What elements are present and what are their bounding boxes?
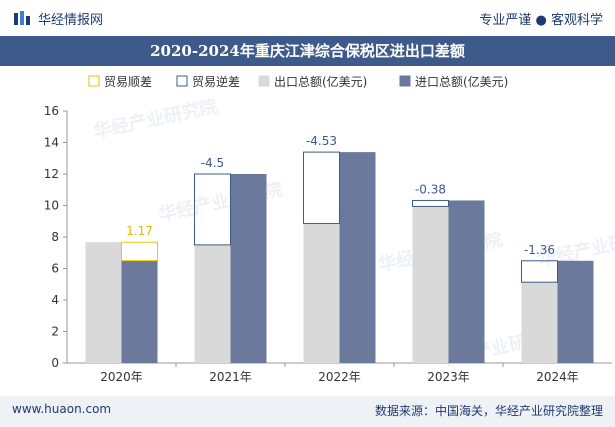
y-tick-label: 4 [51, 293, 59, 307]
legend-label: 出口总额(亿美元) [274, 74, 367, 89]
chart-title: 2020-2024年重庆江津综合保税区进出口差额 [150, 42, 465, 60]
y-tick-label: 14 [44, 136, 59, 150]
import-bar [339, 152, 376, 363]
legend-swatch [176, 75, 188, 87]
y-tick-label: 0 [51, 356, 59, 370]
import-bar [448, 200, 485, 363]
legend-swatch [258, 75, 270, 87]
trade-deficit-box [412, 199, 449, 207]
footer-bar [0, 396, 615, 427]
legend-swatch [88, 75, 100, 87]
trade-deficit-box [194, 173, 231, 246]
watermark-text: 华经产业研究院 [91, 95, 219, 143]
slogan: 专业严谨 ● 客观科学 [479, 13, 603, 28]
top-bar [0, 0, 615, 36]
legend-label: 贸易顺差 [104, 75, 152, 89]
export-bar [412, 206, 449, 363]
title-bar [0, 36, 615, 66]
x-tick-label: 2024年 [536, 370, 579, 384]
export-bar [303, 223, 340, 363]
export-bar [194, 244, 231, 363]
legend-label: 进口总额(亿美元) [415, 74, 508, 89]
x-tick-label: 2020年 [100, 370, 143, 384]
y-tick-label: 12 [44, 167, 59, 181]
chart-area: 华经产业研究院华经产业研究院华经产业研究院华经产业研究院华经产业研究院贸易顺差贸… [44, 74, 615, 384]
export-bar [521, 282, 558, 363]
x-tick-label: 2021年 [209, 370, 252, 384]
export-bar [85, 242, 122, 363]
y-tick-label: 10 [44, 199, 59, 213]
trade-surplus-box [121, 241, 158, 262]
y-tick-label: 2 [51, 325, 59, 339]
data-source: 数据来源：中国海关，华经产业研究院整理 [374, 404, 603, 418]
website-link[interactable]: www.huaon.com [12, 402, 112, 416]
brand-name: 华经情报网 [38, 13, 104, 28]
import-bar [121, 260, 158, 363]
import-bar [557, 260, 594, 363]
balance-label: -0.38 [415, 182, 446, 196]
trade-deficit-box [303, 151, 340, 224]
y-tick-label: 8 [51, 230, 59, 244]
balance-label: -1.36 [524, 243, 555, 257]
balance-label: -4.53 [306, 134, 337, 148]
import-bar [230, 174, 267, 363]
brand-logo-icon [14, 11, 30, 25]
legend-label: 贸易逆差 [192, 74, 240, 89]
y-tick-label: 6 [51, 262, 59, 276]
x-tick-label: 2023年 [427, 370, 470, 384]
legend-swatch [399, 75, 411, 87]
trade-deficit-box [521, 260, 558, 283]
y-tick-label: 16 [44, 104, 59, 118]
x-tick-label: 2022年 [318, 370, 361, 384]
balance-label: -4.5 [201, 156, 224, 170]
balance-label: 1.17 [126, 224, 153, 238]
